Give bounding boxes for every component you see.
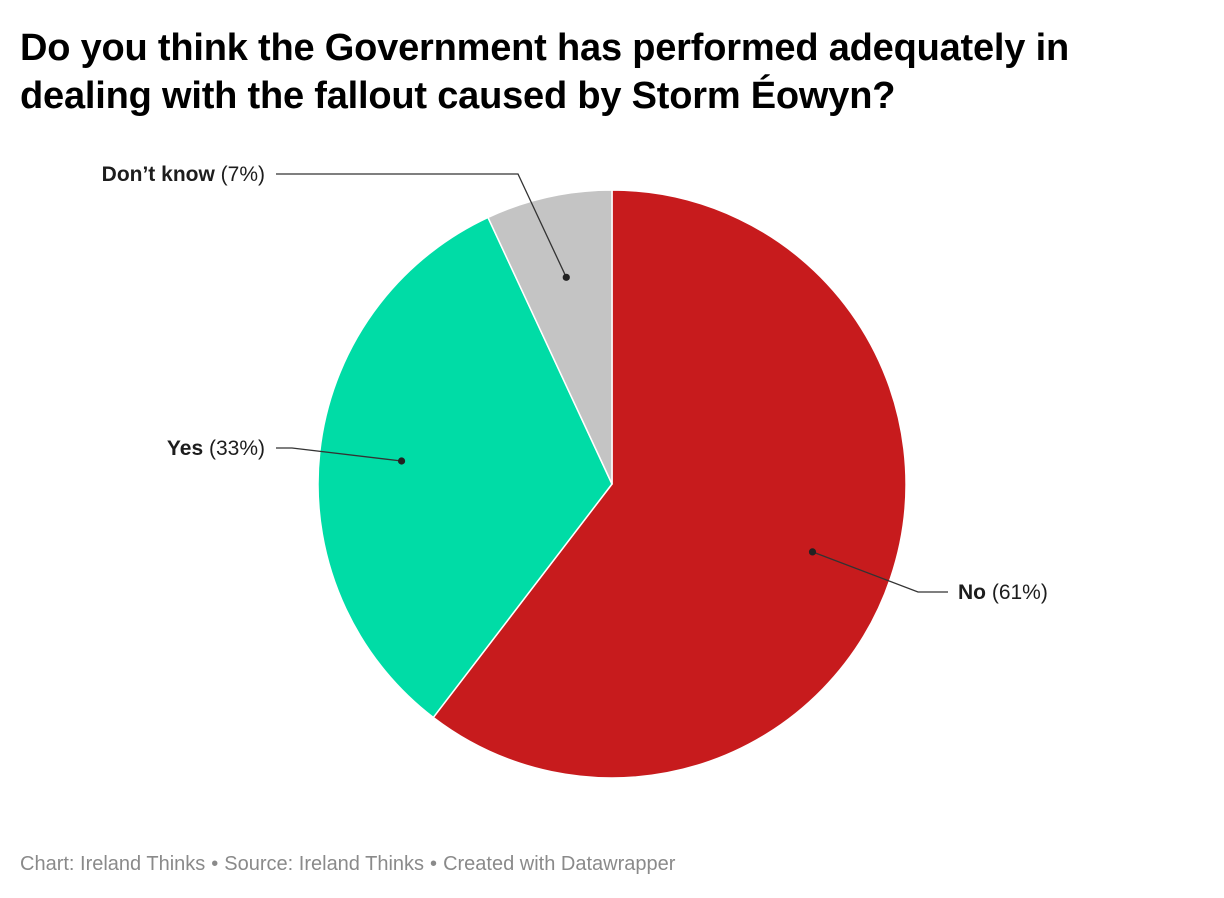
slice-label-yes: Yes (33%)	[167, 437, 265, 460]
footer-separator: •	[211, 853, 219, 875]
chart-footer: Chart: Ireland Thinks • Source: Ireland Th…	[20, 851, 675, 877]
slice-value-label: (7%)	[215, 163, 265, 186]
source-credit: Source: Ireland Thinks	[224, 853, 425, 875]
chart-title: Do you think the Government has performe…	[20, 27, 1069, 117]
slice-value-label: (33%)	[203, 437, 265, 460]
leader-line-yes	[276, 447, 402, 462]
slice-label-don-t-know: Don’t know (7%)	[102, 163, 265, 186]
created-with: Created with Datawrapper	[443, 853, 676, 875]
footer-separator: •	[430, 853, 438, 875]
leader-line-don-t-know	[276, 173, 567, 278]
leader-dot-yes	[397, 457, 406, 465]
pie-slice-don-t-know	[487, 189, 613, 485]
slice-category-label: No	[958, 581, 986, 604]
pie-slice-no	[432, 189, 907, 779]
slice-category-label: Yes	[167, 437, 203, 460]
pie-slice-yes	[317, 216, 613, 719]
leader-dot-no	[808, 548, 817, 556]
slice-category-label: Don’t know	[102, 163, 216, 186]
leader-dot-don-t-know	[562, 273, 570, 281]
chart-credit: Chart: Ireland Thinks	[20, 853, 206, 875]
leader-line-no	[812, 551, 948, 593]
slice-value-label: (61%)	[986, 581, 1048, 604]
slice-label-no: No (61%)	[958, 581, 1048, 604]
